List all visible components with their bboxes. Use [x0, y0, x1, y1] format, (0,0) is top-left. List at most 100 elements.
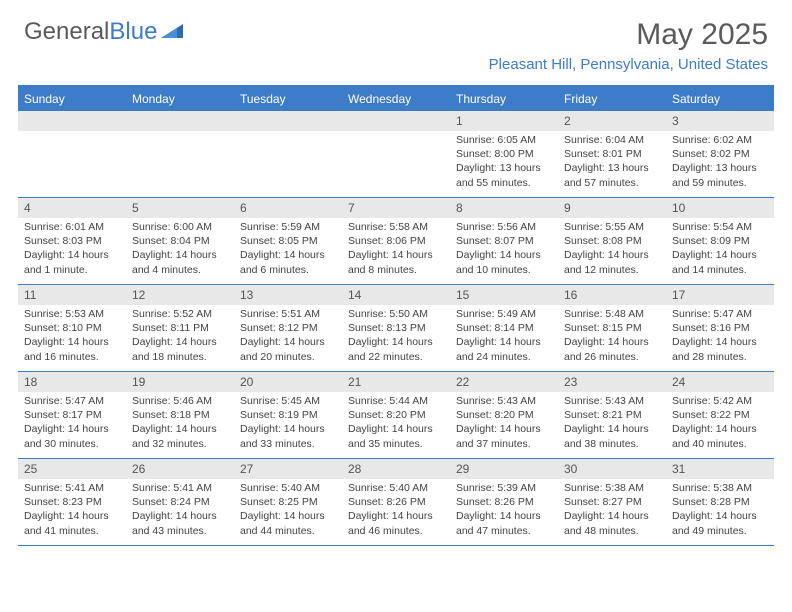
- sunset-text: Sunset: 8:26 PM: [348, 495, 444, 509]
- day-number: [126, 111, 234, 131]
- day-details: Sunrise: 5:40 AMSunset: 8:25 PMDaylight:…: [234, 479, 342, 542]
- day-number: 4: [18, 198, 126, 218]
- sunrise-text: Sunrise: 5:44 AM: [348, 394, 444, 408]
- daylight-text: Daylight: 14 hours and 28 minutes.: [672, 335, 768, 363]
- logo-text: GeneralBlue: [24, 18, 157, 46]
- sunset-text: Sunset: 8:26 PM: [456, 495, 552, 509]
- day-header-saturday: Saturday: [666, 87, 774, 111]
- calendar-cell: 13Sunrise: 5:51 AMSunset: 8:12 PMDayligh…: [234, 285, 342, 371]
- daylight-text: Daylight: 14 hours and 33 minutes.: [240, 422, 336, 450]
- day-details: Sunrise: 5:41 AMSunset: 8:23 PMDaylight:…: [18, 479, 126, 542]
- sunrise-text: Sunrise: 6:02 AM: [672, 133, 768, 147]
- sunrise-text: Sunrise: 5:43 AM: [564, 394, 660, 408]
- calendar-cell: [234, 111, 342, 197]
- calendar-cell: 14Sunrise: 5:50 AMSunset: 8:13 PMDayligh…: [342, 285, 450, 371]
- daylight-text: Daylight: 14 hours and 26 minutes.: [564, 335, 660, 363]
- day-header-monday: Monday: [126, 87, 234, 111]
- sunset-text: Sunset: 8:18 PM: [132, 408, 228, 422]
- calendar-cell: 17Sunrise: 5:47 AMSunset: 8:16 PMDayligh…: [666, 285, 774, 371]
- sunrise-text: Sunrise: 5:39 AM: [456, 481, 552, 495]
- day-details: Sunrise: 6:01 AMSunset: 8:03 PMDaylight:…: [18, 218, 126, 281]
- sunset-text: Sunset: 8:12 PM: [240, 321, 336, 335]
- sunrise-text: Sunrise: 5:38 AM: [564, 481, 660, 495]
- day-number: [234, 111, 342, 131]
- day-number: 25: [18, 459, 126, 479]
- sunset-text: Sunset: 8:09 PM: [672, 234, 768, 248]
- calendar-cell: [18, 111, 126, 197]
- day-details: Sunrise: 5:51 AMSunset: 8:12 PMDaylight:…: [234, 305, 342, 368]
- day-number: 5: [126, 198, 234, 218]
- sunset-text: Sunset: 8:11 PM: [132, 321, 228, 335]
- calendar-cell: 2Sunrise: 6:04 AMSunset: 8:01 PMDaylight…: [558, 111, 666, 197]
- sunrise-text: Sunrise: 5:48 AM: [564, 307, 660, 321]
- sunset-text: Sunset: 8:21 PM: [564, 408, 660, 422]
- calendar: SundayMondayTuesdayWednesdayThursdayFrid…: [18, 85, 774, 546]
- sunrise-text: Sunrise: 5:55 AM: [564, 220, 660, 234]
- calendar-cell: 26Sunrise: 5:41 AMSunset: 8:24 PMDayligh…: [126, 459, 234, 545]
- daylight-text: Daylight: 14 hours and 41 minutes.: [24, 509, 120, 537]
- calendar-cell: 31Sunrise: 5:38 AMSunset: 8:28 PMDayligh…: [666, 459, 774, 545]
- day-number: 7: [342, 198, 450, 218]
- day-details: Sunrise: 6:02 AMSunset: 8:02 PMDaylight:…: [666, 131, 774, 194]
- day-number: 21: [342, 372, 450, 392]
- day-details: Sunrise: 5:45 AMSunset: 8:19 PMDaylight:…: [234, 392, 342, 455]
- calendar-cell: [126, 111, 234, 197]
- header: GeneralBlue May 2025 Pleasant Hill, Penn…: [0, 0, 792, 77]
- location-subtitle: Pleasant Hill, Pennsylvania, United Stat…: [489, 56, 768, 73]
- day-details: Sunrise: 5:47 AMSunset: 8:16 PMDaylight:…: [666, 305, 774, 368]
- day-header-wednesday: Wednesday: [342, 87, 450, 111]
- sunset-text: Sunset: 8:01 PM: [564, 147, 660, 161]
- sunrise-text: Sunrise: 5:52 AM: [132, 307, 228, 321]
- day-details: [18, 131, 126, 137]
- sunset-text: Sunset: 8:27 PM: [564, 495, 660, 509]
- daylight-text: Daylight: 14 hours and 48 minutes.: [564, 509, 660, 537]
- daylight-text: Daylight: 14 hours and 12 minutes.: [564, 248, 660, 276]
- sunset-text: Sunset: 8:03 PM: [24, 234, 120, 248]
- sunset-text: Sunset: 8:02 PM: [672, 147, 768, 161]
- day-number: 12: [126, 285, 234, 305]
- calendar-cell: 3Sunrise: 6:02 AMSunset: 8:02 PMDaylight…: [666, 111, 774, 197]
- sunrise-text: Sunrise: 5:47 AM: [672, 307, 768, 321]
- sunset-text: Sunset: 8:17 PM: [24, 408, 120, 422]
- day-details: Sunrise: 5:43 AMSunset: 8:21 PMDaylight:…: [558, 392, 666, 455]
- sunset-text: Sunset: 8:19 PM: [240, 408, 336, 422]
- sunset-text: Sunset: 8:20 PM: [456, 408, 552, 422]
- calendar-cell: 24Sunrise: 5:42 AMSunset: 8:22 PMDayligh…: [666, 372, 774, 458]
- sunrise-text: Sunrise: 5:42 AM: [672, 394, 768, 408]
- calendar-cell: 20Sunrise: 5:45 AMSunset: 8:19 PMDayligh…: [234, 372, 342, 458]
- day-number: 1: [450, 111, 558, 131]
- day-details: Sunrise: 5:46 AMSunset: 8:18 PMDaylight:…: [126, 392, 234, 455]
- daylight-text: Daylight: 13 hours and 57 minutes.: [564, 161, 660, 189]
- day-details: Sunrise: 5:38 AMSunset: 8:27 PMDaylight:…: [558, 479, 666, 542]
- logo-general: General: [24, 18, 109, 45]
- day-details: Sunrise: 5:47 AMSunset: 8:17 PMDaylight:…: [18, 392, 126, 455]
- sunset-text: Sunset: 8:00 PM: [456, 147, 552, 161]
- calendar-cell: 15Sunrise: 5:49 AMSunset: 8:14 PMDayligh…: [450, 285, 558, 371]
- week-row: 11Sunrise: 5:53 AMSunset: 8:10 PMDayligh…: [18, 285, 774, 372]
- calendar-cell: 21Sunrise: 5:44 AMSunset: 8:20 PMDayligh…: [342, 372, 450, 458]
- daylight-text: Daylight: 14 hours and 47 minutes.: [456, 509, 552, 537]
- title-block: May 2025 Pleasant Hill, Pennsylvania, Un…: [489, 18, 768, 73]
- day-number: [342, 111, 450, 131]
- daylight-text: Daylight: 14 hours and 32 minutes.: [132, 422, 228, 450]
- sunset-text: Sunset: 8:08 PM: [564, 234, 660, 248]
- week-row: 1Sunrise: 6:05 AMSunset: 8:00 PMDaylight…: [18, 111, 774, 198]
- day-details: Sunrise: 5:48 AMSunset: 8:15 PMDaylight:…: [558, 305, 666, 368]
- daylight-text: Daylight: 14 hours and 37 minutes.: [456, 422, 552, 450]
- sunset-text: Sunset: 8:15 PM: [564, 321, 660, 335]
- sunrise-text: Sunrise: 5:47 AM: [24, 394, 120, 408]
- daylight-text: Daylight: 13 hours and 55 minutes.: [456, 161, 552, 189]
- day-details: Sunrise: 6:04 AMSunset: 8:01 PMDaylight:…: [558, 131, 666, 194]
- weeks-container: 1Sunrise: 6:05 AMSunset: 8:00 PMDaylight…: [18, 111, 774, 546]
- day-number: 15: [450, 285, 558, 305]
- day-details: Sunrise: 5:39 AMSunset: 8:26 PMDaylight:…: [450, 479, 558, 542]
- day-details: [126, 131, 234, 137]
- calendar-cell: 8Sunrise: 5:56 AMSunset: 8:07 PMDaylight…: [450, 198, 558, 284]
- day-header-friday: Friday: [558, 87, 666, 111]
- day-header-tuesday: Tuesday: [234, 87, 342, 111]
- sunrise-text: Sunrise: 5:46 AM: [132, 394, 228, 408]
- daylight-text: Daylight: 14 hours and 1 minute.: [24, 248, 120, 276]
- day-number: 24: [666, 372, 774, 392]
- sunset-text: Sunset: 8:25 PM: [240, 495, 336, 509]
- sunrise-text: Sunrise: 6:00 AM: [132, 220, 228, 234]
